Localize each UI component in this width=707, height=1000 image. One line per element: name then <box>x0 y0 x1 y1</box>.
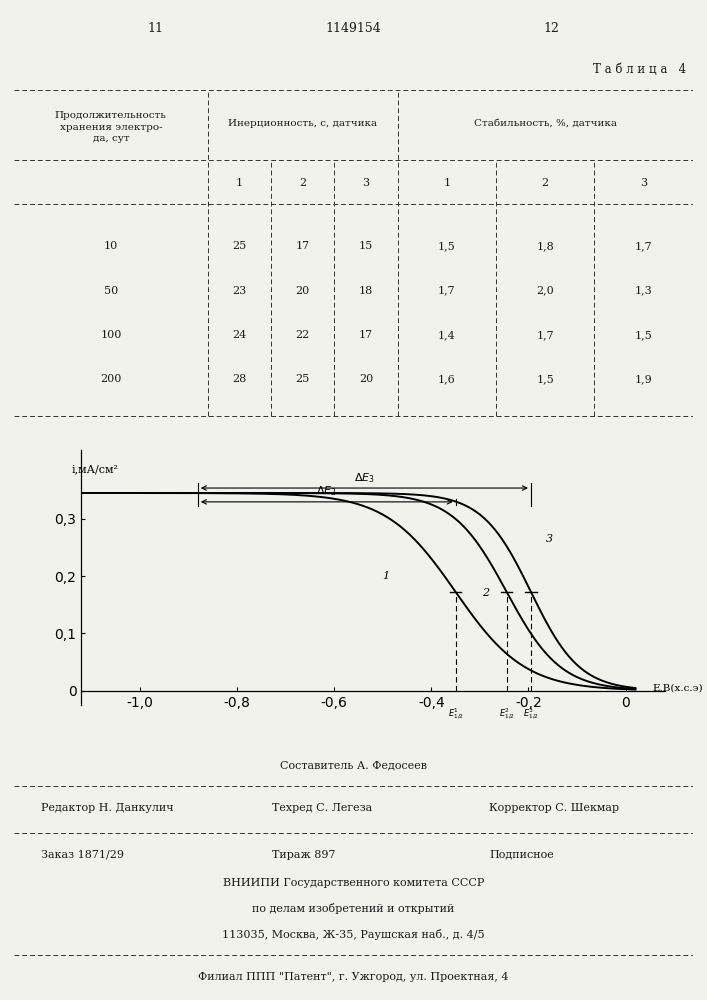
Text: 1,7: 1,7 <box>635 241 653 251</box>
Text: 22: 22 <box>296 330 310 340</box>
Text: 1,5: 1,5 <box>537 374 554 384</box>
Text: 1: 1 <box>382 571 390 581</box>
Text: E,В(х.с.э): E,В(х.с.э) <box>653 683 703 692</box>
Text: 200: 200 <box>100 374 122 384</box>
Text: 1149154: 1149154 <box>326 22 381 35</box>
Text: Техред С. Легеза: Техред С. Легеза <box>272 803 373 813</box>
Text: по делам изобретений и открытий: по делам изобретений и открытий <box>252 903 455 914</box>
Text: 28: 28 <box>232 374 246 384</box>
Text: 3: 3 <box>640 178 647 188</box>
Text: 1,4: 1,4 <box>438 330 456 340</box>
Text: 18: 18 <box>359 286 373 296</box>
Text: 1: 1 <box>443 178 450 188</box>
Text: i,мА/см²: i,мА/см² <box>71 464 119 474</box>
Text: 25: 25 <box>232 241 246 251</box>
Text: 2,0: 2,0 <box>537 286 554 296</box>
Text: Инерционность, с, датчика: Инерционность, с, датчика <box>228 119 377 128</box>
Text: ВНИИПИ Государственного комитета СССР: ВНИИПИ Государственного комитета СССР <box>223 878 484 888</box>
Text: Продолжительность
хранения электро-
да, сут: Продолжительность хранения электро- да, … <box>55 111 167 143</box>
Text: Составитель А. Федосеев: Составитель А. Федосеев <box>280 761 427 771</box>
Text: 1: 1 <box>235 178 243 188</box>
Text: Стабильность, %, датчика: Стабильность, %, датчика <box>474 119 617 128</box>
Text: $\Delta E_2$: $\Delta E_2$ <box>316 485 337 498</box>
Text: 1,3: 1,3 <box>635 286 653 296</box>
Text: 1,9: 1,9 <box>635 374 653 384</box>
Text: 11: 11 <box>148 22 163 35</box>
Text: 1,8: 1,8 <box>537 241 554 251</box>
Text: 10: 10 <box>104 241 118 251</box>
Text: 20: 20 <box>359 374 373 384</box>
Text: $\Delta E_3$: $\Delta E_3$ <box>354 471 375 485</box>
Text: 113035, Москва, Ж-35, Раушская наб., д. 4/5: 113035, Москва, Ж-35, Раушская наб., д. … <box>222 929 485 940</box>
Text: Корректор С. Шекмар: Корректор С. Шекмар <box>489 803 619 813</box>
Text: 17: 17 <box>296 241 310 251</box>
Text: 3: 3 <box>546 534 553 544</box>
Text: $E^1_{1/2}$: $E^1_{1/2}$ <box>448 707 464 722</box>
Text: 3: 3 <box>363 178 370 188</box>
Text: $E^3_{1/2}$: $E^3_{1/2}$ <box>523 707 539 722</box>
Text: Редактор Н. Данкулич: Редактор Н. Данкулич <box>41 803 174 813</box>
Text: Тираж 897: Тираж 897 <box>272 850 336 860</box>
Text: 1,5: 1,5 <box>438 241 456 251</box>
Text: 2: 2 <box>542 178 549 188</box>
Text: 20: 20 <box>296 286 310 296</box>
Text: 1,5: 1,5 <box>635 330 653 340</box>
Text: 17: 17 <box>359 330 373 340</box>
Text: 2: 2 <box>482 588 489 598</box>
Text: $E^2_{1/2}$: $E^2_{1/2}$ <box>498 707 515 722</box>
Text: Филиал ППП "Патент", г. Ужгород, ул. Проектная, 4: Филиал ППП "Патент", г. Ужгород, ул. Про… <box>198 972 509 982</box>
Text: 1,7: 1,7 <box>537 330 554 340</box>
Text: 23: 23 <box>232 286 246 296</box>
Text: Заказ 1871/29: Заказ 1871/29 <box>41 850 124 860</box>
Text: 1,7: 1,7 <box>438 286 455 296</box>
Text: 25: 25 <box>296 374 310 384</box>
Text: 1,6: 1,6 <box>438 374 456 384</box>
Text: Подписное: Подписное <box>489 850 554 860</box>
Text: 50: 50 <box>104 286 118 296</box>
Text: 2: 2 <box>299 178 306 188</box>
Text: 24: 24 <box>232 330 246 340</box>
Text: 12: 12 <box>544 22 559 35</box>
Text: Т а б л и ц а   4: Т а б л и ц а 4 <box>593 63 686 76</box>
Text: 15: 15 <box>359 241 373 251</box>
Text: 100: 100 <box>100 330 122 340</box>
